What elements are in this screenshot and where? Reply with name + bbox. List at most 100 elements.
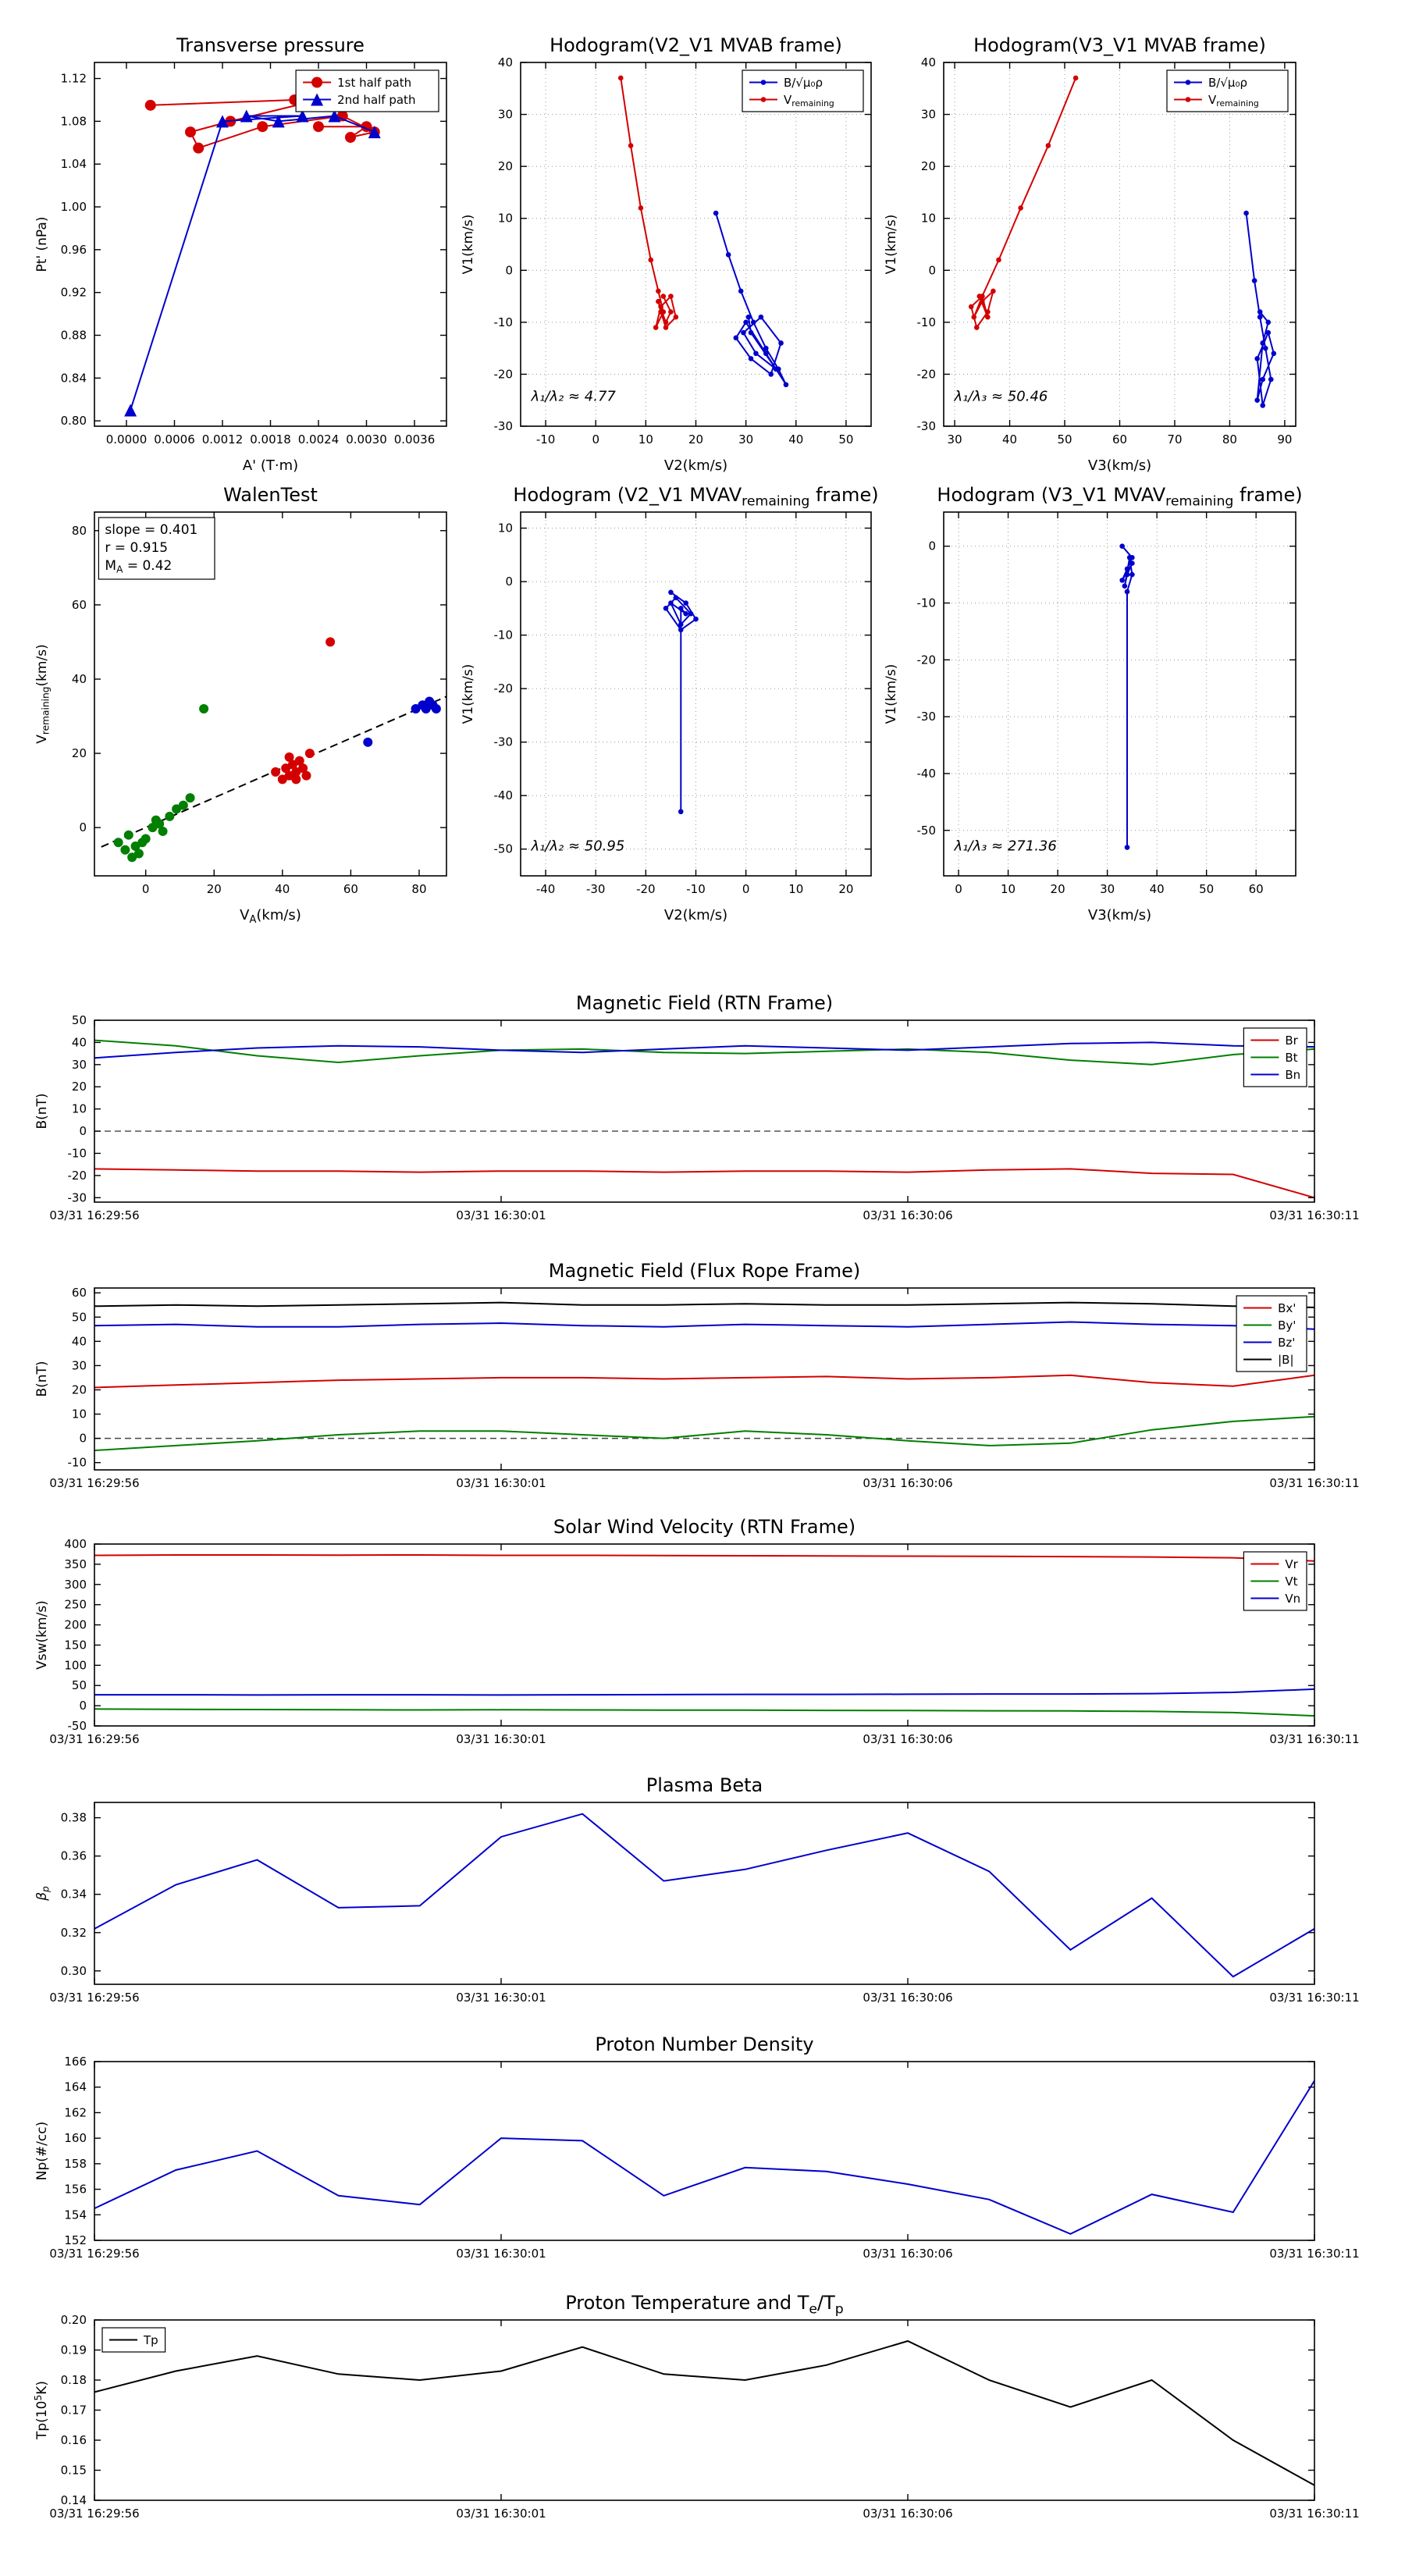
svg-text:03/31 16:30:01: 03/31 16:30:01 — [456, 1476, 546, 1490]
svg-text:0.0024: 0.0024 — [298, 432, 340, 447]
svg-text:B(nT): B(nT) — [34, 1093, 50, 1129]
svg-text:154: 154 — [64, 2208, 87, 2222]
svg-text:λ₁/λ₃ ≈ 271.36: λ₁/λ₃ ≈ 271.36 — [954, 838, 1057, 854]
svg-text:250: 250 — [64, 1598, 87, 1612]
svg-text:-10: -10 — [68, 1146, 87, 1160]
svg-text:03/31 16:30:01: 03/31 16:30:01 — [456, 2507, 546, 2521]
svg-text:Bz': Bz' — [1278, 1336, 1295, 1350]
svg-text:0.0018: 0.0018 — [250, 432, 291, 447]
svg-text:0.96: 0.96 — [61, 243, 87, 257]
svg-text:1.00: 1.00 — [61, 200, 87, 214]
svg-text:Proton Temperature and Te/Tp: Proton Temperature and Te/Tp — [565, 2292, 844, 2317]
svg-text:0: 0 — [79, 820, 87, 834]
svg-text:-20: -20 — [494, 681, 514, 696]
svg-text:160: 160 — [64, 2131, 87, 2145]
svg-text:10: 10 — [498, 212, 513, 226]
svg-text:40: 40 — [498, 55, 513, 69]
svg-text:V3(km/s): V3(km/s) — [1088, 457, 1151, 474]
svg-text:1.04: 1.04 — [61, 157, 87, 171]
svg-text:0.34: 0.34 — [61, 1888, 87, 1902]
svg-text:03/31 16:30:06: 03/31 16:30:06 — [863, 1208, 952, 1222]
svg-text:Hodogram (V3_V1 MVAVremaining: Hodogram (V3_V1 MVAVremaining frame) — [937, 484, 1302, 509]
svg-text:-10: -10 — [494, 628, 514, 642]
svg-text:80: 80 — [411, 882, 426, 896]
svg-text:0: 0 — [505, 575, 513, 589]
svg-text:0.0000: 0.0000 — [106, 432, 148, 447]
svg-text:-40: -40 — [494, 788, 514, 802]
svg-text:-20: -20 — [494, 367, 514, 381]
svg-text:Bn: Bn — [1285, 1068, 1300, 1082]
svg-text:B/√μ₀ρ: B/√μ₀ρ — [1208, 76, 1247, 90]
svg-text:20: 20 — [838, 882, 853, 896]
svg-text:0: 0 — [505, 263, 513, 277]
svg-text:Vremaining(km/s): Vremaining(km/s) — [34, 644, 52, 743]
chart-proton-temperature: 03/31 16:29:56 03/31 16:30:01 03/31 16:30:… — [33, 2292, 1360, 2521]
svg-text:20: 20 — [688, 432, 703, 447]
svg-text:-40: -40 — [917, 767, 937, 781]
svg-text:20: 20 — [498, 159, 513, 173]
svg-text:-10: -10 — [917, 315, 937, 329]
svg-text:0.92: 0.92 — [61, 286, 87, 300]
chart-hodogram-v2v1-mvav: -40 -30 -20 -10 0 10 20 10 0 -10 -20 -30 -40 -50 Hodog… — [461, 484, 879, 923]
svg-text:0.0036: 0.0036 — [394, 432, 436, 447]
chart-hodogram-v2v1-mvab: -10 0 10 20 30 40 50 -30 -20 -10 0 10 20 30 40 Hodogram… — [461, 34, 872, 474]
svg-text:1.08: 1.08 — [61, 114, 87, 128]
svg-text:λ₁/λ₃ ≈ 50.46: λ₁/λ₃ ≈ 50.46 — [954, 388, 1048, 404]
svg-text:20: 20 — [1051, 882, 1065, 896]
svg-text:-10: -10 — [917, 596, 937, 610]
svg-text:10: 10 — [498, 521, 513, 535]
svg-text:30: 30 — [72, 1358, 87, 1372]
svg-text:10: 10 — [921, 212, 936, 226]
svg-text:Magnetic Field (RTN Frame): Magnetic Field (RTN Frame) — [576, 992, 833, 1014]
svg-text:r = 0.915: r = 0.915 — [105, 540, 168, 556]
svg-text:-30: -30 — [586, 882, 606, 896]
svg-text:0.20: 0.20 — [61, 2313, 87, 2327]
svg-text:Vr: Vr — [1285, 1557, 1298, 1571]
svg-text:-10: -10 — [494, 315, 514, 329]
svg-text:-30: -30 — [494, 419, 514, 433]
svg-text:B/√μ₀ρ: B/√μ₀ρ — [784, 76, 823, 90]
svg-text:Vt: Vt — [1285, 1574, 1297, 1589]
svg-text:03/31 16:29:56: 03/31 16:29:56 — [49, 1476, 139, 1490]
svg-text:10: 10 — [72, 1102, 87, 1116]
svg-text:0: 0 — [79, 1432, 87, 1446]
svg-text:0: 0 — [955, 882, 962, 896]
svg-text:03/31 16:30:06: 03/31 16:30:06 — [863, 1991, 952, 2005]
svg-text:Vremaining: Vremaining — [1208, 93, 1259, 109]
svg-text:0: 0 — [79, 1699, 87, 1713]
svg-text:10: 10 — [1001, 882, 1016, 896]
svg-text:0: 0 — [79, 1124, 87, 1138]
svg-text:03/31 16:30:01: 03/31 16:30:01 — [456, 2247, 546, 2261]
svg-text:162: 162 — [64, 2105, 87, 2119]
svg-text:50: 50 — [72, 1678, 87, 1692]
svg-text:60: 60 — [1112, 432, 1127, 447]
svg-text:-10: -10 — [536, 432, 556, 447]
svg-text:|B|: |B| — [1278, 1353, 1293, 1367]
svg-text:-30: -30 — [494, 735, 514, 749]
svg-text:152: 152 — [64, 2233, 87, 2247]
chart-magnetic-field-rtn: 03/31 16:29:56 03/31 16:30:01 03/31 16:30:… — [34, 992, 1360, 1222]
svg-text:-30: -30 — [917, 419, 937, 433]
svg-text:1.12: 1.12 — [61, 72, 87, 86]
svg-text:λ₁/λ₂ ≈ 4.77: λ₁/λ₂ ≈ 4.77 — [530, 388, 616, 404]
svg-text:A' (T·m): A' (T·m) — [243, 457, 298, 474]
svg-text:0.16: 0.16 — [61, 2433, 87, 2447]
svg-text:60: 60 — [343, 882, 358, 896]
svg-text:350: 350 — [64, 1557, 87, 1571]
svg-text:Vn: Vn — [1285, 1592, 1300, 1606]
svg-text:Bt: Bt — [1285, 1051, 1297, 1065]
svg-text:03/31 16:30:11: 03/31 16:30:11 — [1269, 1732, 1359, 1746]
svg-text:40: 40 — [72, 672, 87, 686]
chart-walen-test: 0 20 40 60 80 0 20 40 60 80 WalenTest VA(km/s) Vrema… — [34, 484, 447, 926]
svg-text:30: 30 — [72, 1058, 87, 1072]
svg-text:03/31 16:29:56: 03/31 16:29:56 — [49, 1991, 139, 2005]
svg-text:Transverse pressure: Transverse pressure — [176, 34, 365, 56]
svg-text:03/31 16:30:06: 03/31 16:30:06 — [863, 2507, 952, 2521]
chart-solar-wind-velocity: 03/31 16:29:56 03/31 16:30:01 03/31 16:30:… — [34, 1516, 1360, 1746]
svg-text:MA = 0.42: MA = 0.42 — [105, 558, 172, 575]
svg-text:20: 20 — [921, 159, 936, 173]
svg-text:40: 40 — [1002, 432, 1017, 447]
svg-text:V3(km/s): V3(km/s) — [1088, 907, 1151, 923]
svg-text:156: 156 — [64, 2183, 87, 2197]
svg-text:30: 30 — [738, 432, 753, 447]
